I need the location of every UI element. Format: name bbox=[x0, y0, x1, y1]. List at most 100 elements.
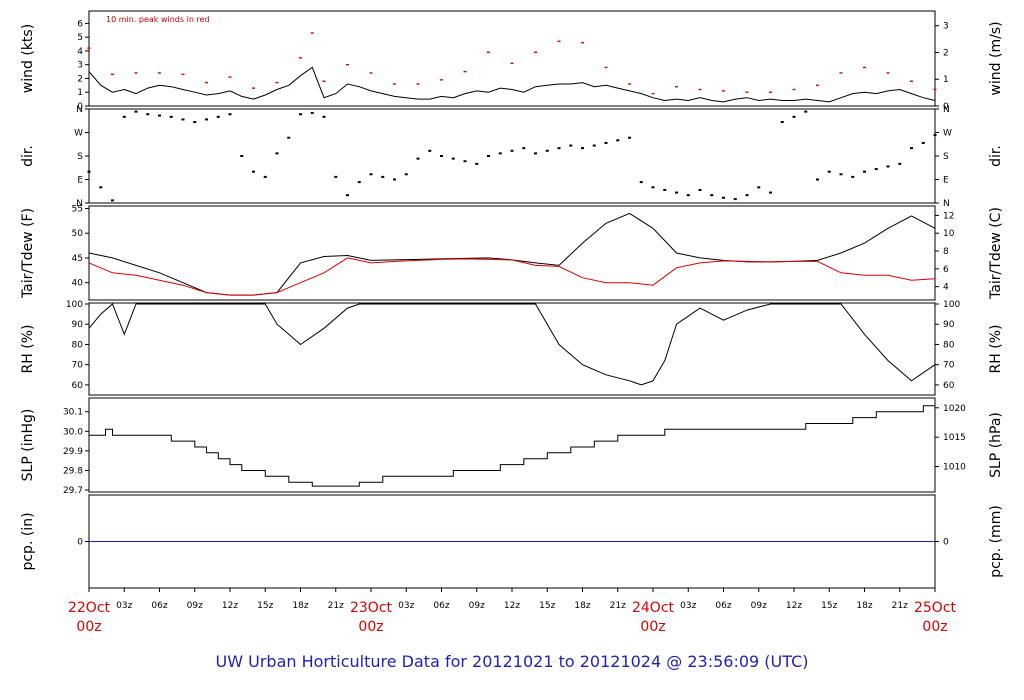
peak-wind-point bbox=[310, 32, 314, 34]
y-axis-label-right: dir. bbox=[988, 145, 1004, 167]
dir-point bbox=[616, 139, 620, 142]
peak-wind-point bbox=[416, 83, 420, 85]
y-tick-label-left: 40 bbox=[72, 279, 84, 289]
dir-point bbox=[111, 199, 114, 202]
dir-point bbox=[874, 168, 878, 171]
peak-wind-point bbox=[487, 51, 490, 54]
dir-point bbox=[592, 144, 596, 147]
dir-point bbox=[228, 113, 232, 116]
y-tick-label-left: 0 bbox=[77, 538, 83, 548]
dir-point bbox=[816, 178, 819, 181]
x-tick-label: 03z bbox=[680, 601, 696, 611]
peak-wind-point bbox=[87, 47, 91, 49]
peak-wind-point bbox=[581, 41, 584, 44]
x-tick-label: 06z bbox=[433, 601, 449, 611]
y-tick-label-left: 2 bbox=[77, 74, 83, 84]
peak-wind-point bbox=[886, 72, 890, 74]
peak-wind-point bbox=[158, 72, 161, 74]
panel-rh: RH (%) RH (%) 60 70 80 90 100 60 70 80 90 100 bbox=[20, 300, 1004, 396]
peak-wind-point bbox=[393, 83, 396, 85]
y-tick-label-right: 12 bbox=[943, 211, 954, 221]
dir-point bbox=[158, 114, 161, 117]
dir-point bbox=[169, 115, 173, 118]
panel-frame bbox=[88, 397, 936, 493]
series-rh bbox=[88, 303, 936, 386]
dir-point bbox=[733, 198, 737, 201]
y-tick-label-right: N bbox=[943, 199, 950, 209]
x-tick-label: 21z bbox=[610, 601, 626, 611]
dir-point bbox=[522, 147, 526, 150]
y-tick-label-left: 29.7 bbox=[63, 486, 83, 496]
y-tick-label-right: 80 bbox=[943, 340, 955, 350]
y-tick-label-left: 90 bbox=[72, 320, 84, 330]
x-tick-label: 18z bbox=[856, 601, 872, 611]
y-tick-label-left: 30.1 bbox=[63, 408, 83, 418]
x-tick-label: 12z bbox=[222, 601, 238, 611]
dir-point bbox=[451, 157, 455, 160]
dir-point bbox=[710, 194, 714, 197]
peak-wind-point bbox=[275, 81, 279, 84]
y-axis-label-right: Tair/Tdew (C) bbox=[988, 207, 1004, 300]
y-tick-label-right: 10 bbox=[943, 229, 955, 239]
date-label-time: 00z bbox=[640, 619, 665, 635]
dir-point bbox=[287, 136, 291, 139]
y-tick-label-left: 45 bbox=[72, 254, 83, 264]
dir-point bbox=[428, 149, 432, 152]
y-tick-label-right: W bbox=[943, 129, 952, 139]
dir-point bbox=[933, 134, 937, 137]
dir-point bbox=[898, 162, 902, 165]
peak-wind-point bbox=[769, 91, 772, 93]
dir-point bbox=[757, 186, 761, 189]
dir-point bbox=[557, 147, 561, 150]
dir-point bbox=[698, 188, 702, 191]
date-label-day: 23Oct bbox=[350, 600, 393, 616]
y-axis-label-right: RH (%) bbox=[988, 325, 1004, 374]
date-label-time: 00z bbox=[922, 619, 947, 635]
date-label-day: 24Oct bbox=[632, 600, 675, 616]
y-axis-label-left: pcp. (in) bbox=[20, 512, 36, 570]
y-tick-label-right: 1010 bbox=[943, 463, 966, 473]
x-tick-label: 15z bbox=[539, 601, 555, 611]
dir-point bbox=[569, 144, 573, 147]
y-tick-label-left: 3 bbox=[77, 61, 83, 71]
peak-wind-point bbox=[322, 80, 326, 82]
peak-wind-point bbox=[205, 81, 208, 84]
dir-point bbox=[369, 173, 373, 176]
panel-frame bbox=[88, 108, 936, 204]
x-axis: 03z 06z 09z 12z 15z 18z 21z 03z 06z 09z 12z 15z 18z 2… bbox=[68, 588, 957, 635]
dir-point bbox=[827, 170, 831, 173]
y-axis-label-left: RH (%) bbox=[20, 325, 36, 374]
dir-point bbox=[310, 111, 314, 114]
panel-wind: wind (kts) wind (m/s) 0 1 2 3 4 5 6 0 1 2 3 10 min. p… bbox=[20, 10, 1004, 112]
peak-wind-point bbox=[181, 73, 185, 76]
y-axis-label-left: Tair/Tdew (F) bbox=[20, 208, 36, 299]
wind-annotation: 10 min. peak winds in red bbox=[106, 15, 210, 24]
dir-point bbox=[581, 147, 584, 150]
y-tick-label-left: 80 bbox=[72, 340, 84, 350]
x-tick-label: 18z bbox=[292, 601, 308, 611]
y-tick-label-left: 100 bbox=[66, 300, 83, 310]
peak-wind-point bbox=[792, 88, 796, 91]
y-tick-label-left: 30.0 bbox=[63, 427, 83, 437]
y-tick-label-left: 6 bbox=[77, 19, 83, 29]
x-tick-label: 06z bbox=[151, 601, 167, 611]
dir-point bbox=[722, 196, 725, 199]
dir-point bbox=[910, 147, 913, 150]
peak-wind-point bbox=[299, 57, 302, 59]
peak-wind-point bbox=[346, 63, 349, 66]
dir-point bbox=[87, 170, 91, 173]
dir-point bbox=[381, 175, 385, 178]
peak-wind-point bbox=[698, 88, 702, 91]
dir-point bbox=[216, 115, 220, 118]
y-tick-label-left: E bbox=[77, 176, 83, 186]
peak-wind-point bbox=[933, 88, 937, 91]
date-label-day: 25Oct bbox=[914, 600, 957, 616]
peak-wind-point bbox=[510, 62, 514, 65]
y-tick-label-right: 60 bbox=[943, 381, 955, 391]
peak-wind-point bbox=[228, 76, 232, 78]
dir-point bbox=[334, 175, 338, 178]
y-tick-label-right: 1 bbox=[943, 75, 949, 85]
dir-point bbox=[193, 121, 197, 124]
peak-wind-point bbox=[534, 51, 537, 54]
